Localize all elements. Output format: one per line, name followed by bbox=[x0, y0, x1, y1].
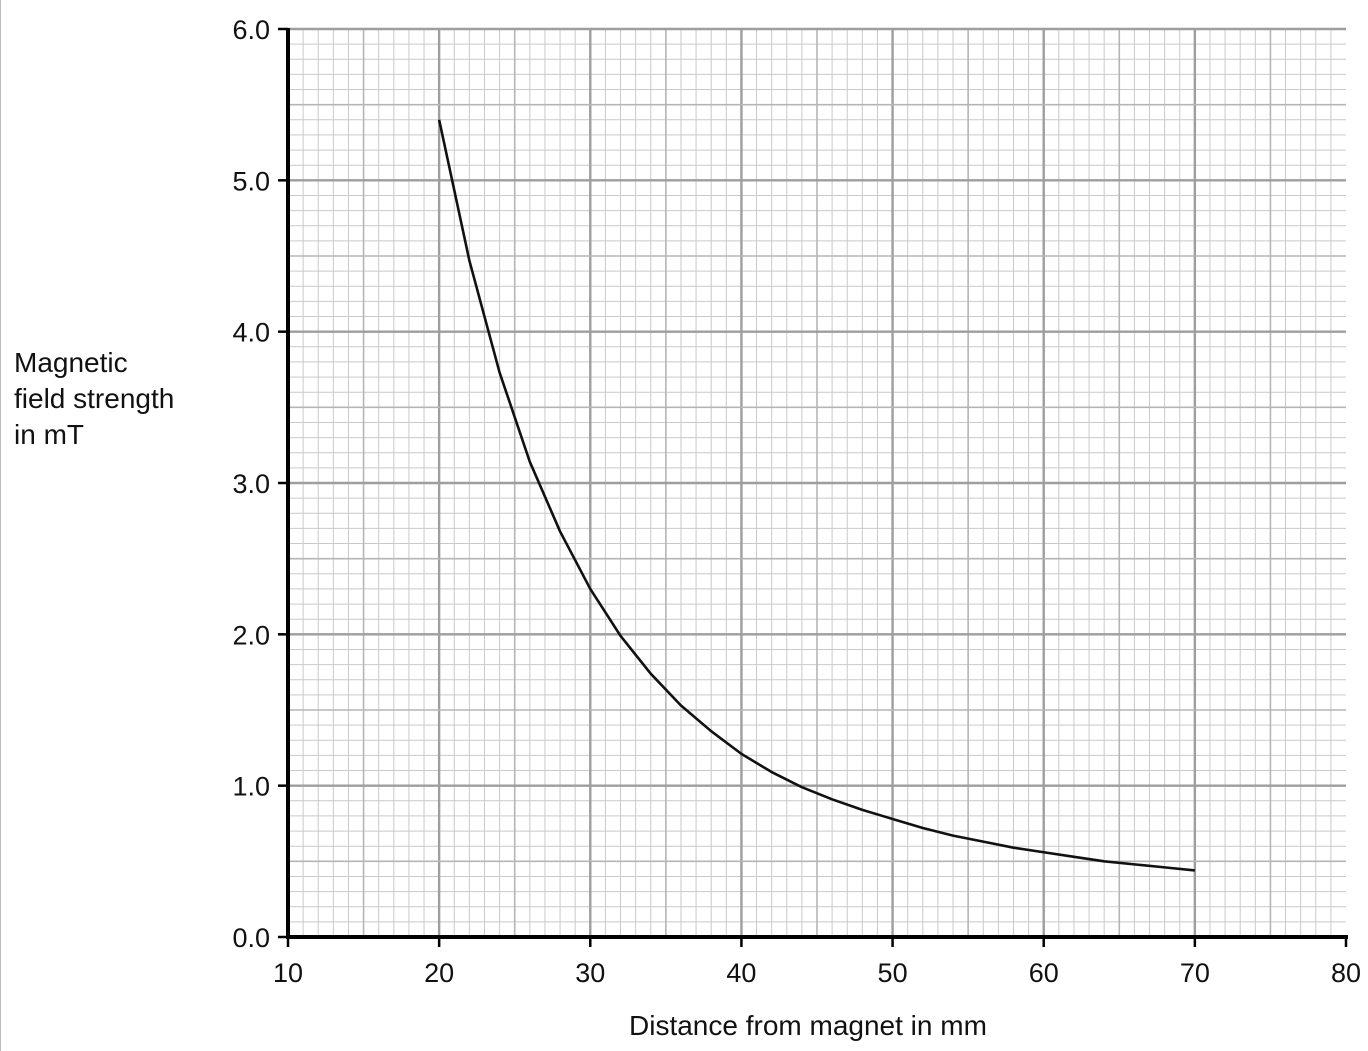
y-tick-label: 3.0 bbox=[232, 469, 270, 499]
y-tick-label: 1.0 bbox=[232, 772, 270, 802]
major-grid bbox=[288, 27, 1346, 937]
left-border-line bbox=[0, 0, 1, 1051]
y-tick-label: 6.0 bbox=[232, 15, 270, 45]
series-group bbox=[437, 119, 1195, 872]
x-tick-label: 70 bbox=[1180, 958, 1210, 988]
x-axis-ticks: 10 20 30 40 50 60 70 80 bbox=[273, 937, 1361, 988]
y-tick-label: 2.0 bbox=[232, 620, 270, 650]
x-tick-label: 40 bbox=[726, 958, 756, 988]
x-tick-label: 60 bbox=[1029, 958, 1059, 988]
y-tick-label: 4.0 bbox=[232, 318, 270, 348]
x-tick-label: 10 bbox=[273, 958, 303, 988]
y-axis-label-line-3: in mT bbox=[14, 419, 84, 450]
y-tick-label: 0.0 bbox=[232, 923, 270, 953]
series-line bbox=[437, 119, 1195, 872]
y-tick-label: 5.0 bbox=[232, 166, 270, 196]
y-axis-label-line-2: field strength bbox=[14, 383, 175, 414]
x-tick-label: 80 bbox=[1331, 958, 1361, 988]
x-tick-label: 20 bbox=[424, 958, 454, 988]
y-axis-label-line-1: Magnetic bbox=[14, 347, 128, 378]
y-axis-label: Magnetic field strength in mT bbox=[14, 345, 174, 453]
y-axis-ticks: 0.0 1.0 2.0 3.0 4.0 5.0 6.0 bbox=[232, 15, 288, 953]
x-tick-label: 30 bbox=[575, 958, 605, 988]
x-tick-label: 50 bbox=[878, 958, 908, 988]
x-axis-label: Distance from magnet in mm bbox=[629, 1010, 987, 1041]
